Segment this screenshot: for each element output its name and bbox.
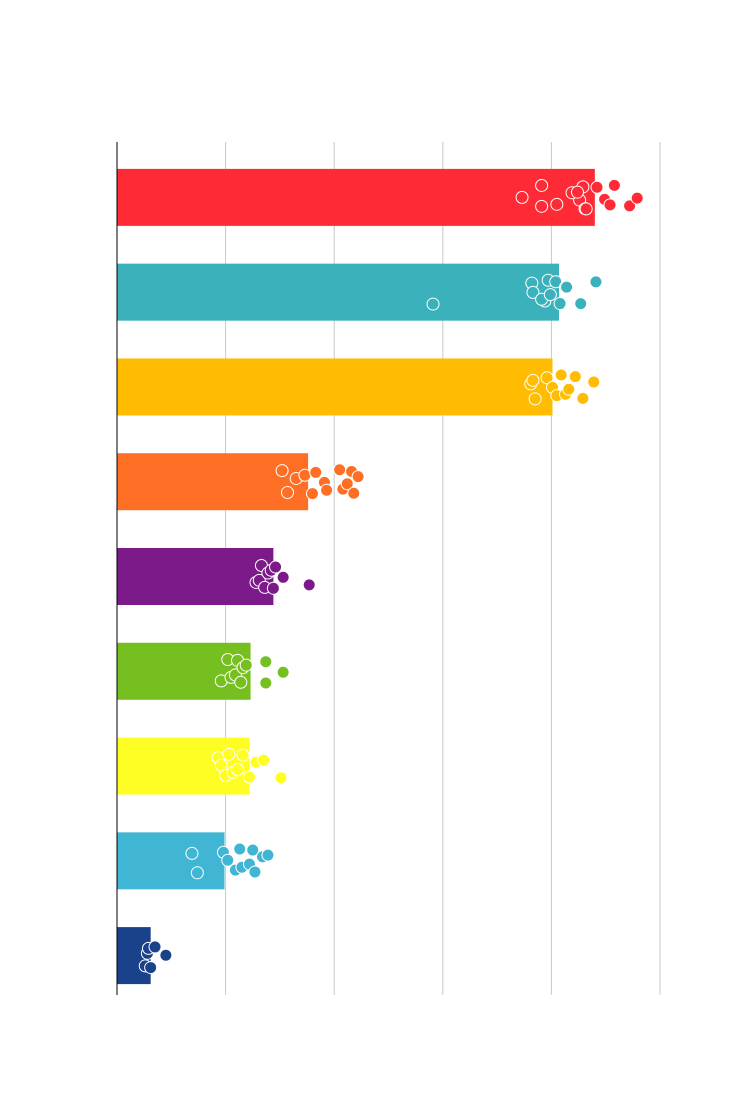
data-point bbox=[248, 865, 262, 879]
data-point bbox=[259, 655, 273, 669]
bar bbox=[117, 168, 595, 226]
data-point bbox=[246, 843, 260, 857]
data-point bbox=[269, 560, 283, 574]
data-point bbox=[298, 468, 312, 482]
data-point bbox=[233, 842, 247, 856]
data-point bbox=[242, 770, 256, 784]
data-point bbox=[515, 190, 529, 204]
bar bbox=[117, 358, 553, 416]
data-point bbox=[159, 948, 173, 962]
data-point bbox=[568, 370, 582, 384]
data-point bbox=[590, 180, 604, 194]
data-point bbox=[148, 940, 162, 954]
data-point bbox=[266, 581, 280, 595]
data-point bbox=[333, 463, 347, 477]
data-point bbox=[351, 470, 365, 484]
data-point bbox=[526, 373, 540, 387]
bar bbox=[117, 642, 251, 700]
data-point bbox=[587, 375, 601, 389]
data-point bbox=[526, 285, 540, 299]
data-point bbox=[234, 675, 248, 689]
data-point bbox=[535, 199, 549, 213]
data-point bbox=[347, 486, 361, 500]
data-point bbox=[231, 763, 245, 777]
data-point bbox=[320, 483, 334, 497]
data-point bbox=[274, 771, 288, 785]
data-point bbox=[562, 382, 576, 396]
data-point bbox=[309, 465, 323, 479]
bar bbox=[117, 548, 274, 605]
data-point bbox=[570, 185, 584, 199]
data-point bbox=[528, 392, 542, 406]
data-point bbox=[549, 275, 563, 289]
data-point bbox=[574, 297, 588, 311]
bar bbox=[117, 737, 250, 795]
data-point bbox=[340, 477, 354, 491]
data-point bbox=[623, 199, 637, 213]
bar bbox=[117, 453, 309, 511]
data-point bbox=[579, 202, 593, 216]
data-point bbox=[259, 676, 273, 690]
data-point bbox=[543, 288, 557, 302]
data-point bbox=[560, 280, 574, 294]
data-point bbox=[607, 178, 621, 192]
data-point bbox=[576, 391, 590, 405]
data-point bbox=[236, 748, 250, 762]
data-point bbox=[550, 197, 564, 211]
data-point bbox=[190, 866, 204, 880]
bar bbox=[117, 263, 560, 321]
data-point bbox=[553, 297, 567, 311]
data-point bbox=[554, 368, 568, 382]
data-point bbox=[239, 658, 253, 672]
data-point bbox=[305, 487, 319, 501]
data-point bbox=[540, 371, 554, 385]
data-point bbox=[185, 846, 199, 860]
data-point bbox=[630, 191, 644, 205]
data-point bbox=[261, 848, 275, 862]
data-point bbox=[221, 853, 235, 867]
data-point bbox=[144, 961, 158, 975]
data-point bbox=[222, 747, 236, 761]
data-point bbox=[603, 198, 617, 212]
data-point bbox=[281, 486, 295, 500]
data-point bbox=[276, 570, 290, 584]
data-point bbox=[535, 178, 549, 192]
bar bbox=[117, 832, 225, 890]
data-point bbox=[589, 275, 603, 289]
data-point bbox=[302, 578, 316, 592]
data-point bbox=[276, 665, 290, 679]
data-point bbox=[275, 464, 289, 478]
data-point bbox=[257, 753, 271, 767]
data-point bbox=[426, 297, 440, 311]
